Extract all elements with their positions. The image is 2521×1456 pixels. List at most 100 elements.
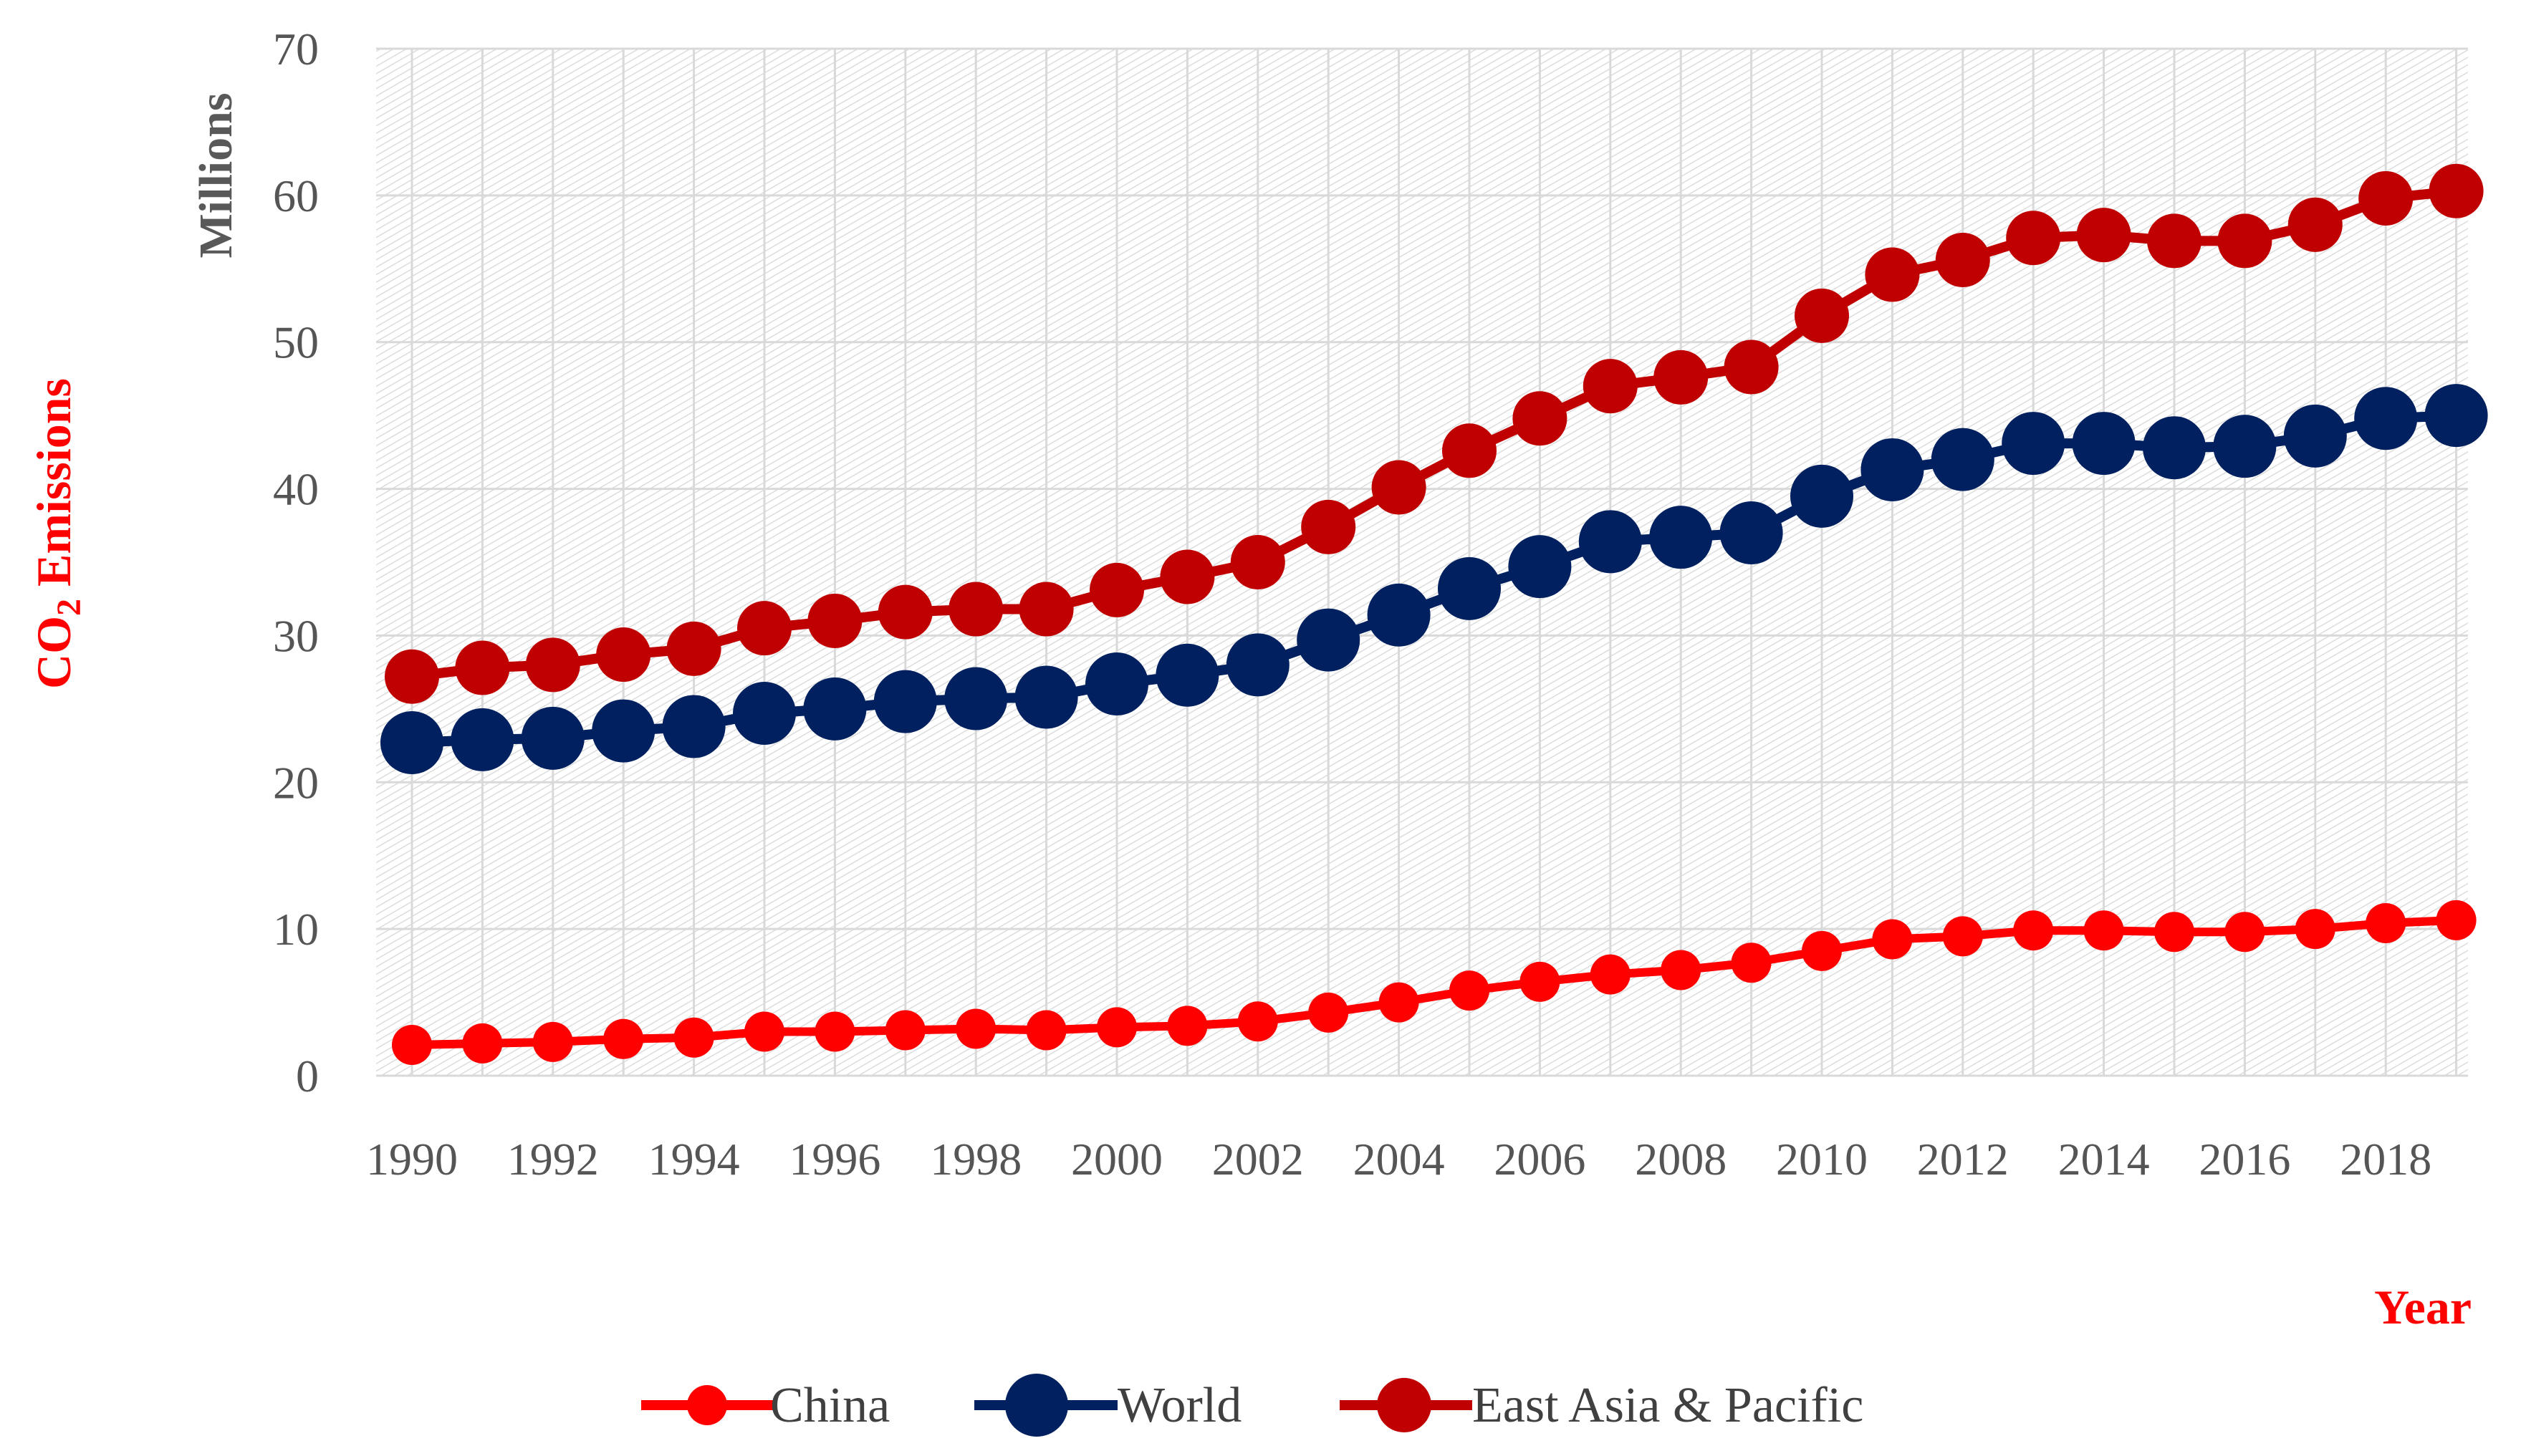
data-point bbox=[1449, 970, 1489, 1011]
data-point bbox=[2006, 211, 2061, 266]
x-tick-label: 2014 bbox=[2058, 1134, 2150, 1185]
data-point bbox=[1226, 633, 1290, 697]
data-point bbox=[1508, 535, 1572, 599]
data-point bbox=[737, 601, 792, 656]
data-point bbox=[2224, 912, 2265, 953]
x-tick-label: 2016 bbox=[2199, 1134, 2290, 1185]
data-point bbox=[2143, 416, 2206, 480]
data-point bbox=[1931, 428, 1994, 491]
data-point bbox=[2076, 208, 2131, 263]
data-point bbox=[1097, 1007, 1137, 1048]
data-point bbox=[1167, 1006, 1208, 1046]
data-point bbox=[525, 637, 580, 693]
x-tick-label: 2004 bbox=[1353, 1134, 1445, 1185]
y-tick-label: 30 bbox=[273, 610, 319, 661]
data-point bbox=[451, 708, 514, 771]
data-point bbox=[1308, 992, 1349, 1033]
data-point bbox=[1661, 950, 1701, 990]
data-point bbox=[1583, 359, 1638, 414]
data-point bbox=[532, 1021, 573, 1062]
legend-item: World bbox=[974, 1374, 1242, 1437]
data-point bbox=[2358, 170, 2414, 226]
data-point bbox=[1942, 916, 1983, 957]
data-point bbox=[1719, 501, 1783, 565]
data-point bbox=[1865, 247, 1920, 302]
data-point bbox=[2283, 404, 2347, 468]
data-point bbox=[944, 667, 1008, 731]
data-point bbox=[2002, 412, 2065, 476]
data-point bbox=[2429, 163, 2484, 218]
data-point bbox=[2287, 197, 2343, 252]
x-tick-label: 2010 bbox=[1776, 1134, 1868, 1185]
y-tick-label: 0 bbox=[296, 1051, 319, 1101]
data-point bbox=[380, 710, 443, 774]
data-point bbox=[1590, 954, 1631, 995]
data-point bbox=[1378, 982, 1419, 1023]
data-point bbox=[1649, 506, 1713, 569]
data-point bbox=[1872, 919, 1913, 960]
data-point bbox=[592, 699, 656, 763]
data-point bbox=[662, 695, 726, 758]
data-point bbox=[1237, 1001, 1278, 1042]
y-tick-label: 10 bbox=[273, 904, 319, 955]
legend-label: China bbox=[770, 1378, 890, 1433]
x-axis-label: Year bbox=[2374, 1280, 2472, 1334]
y-axis-label-rest: Emissions bbox=[27, 378, 81, 599]
legend-marker bbox=[687, 1385, 727, 1425]
data-point bbox=[873, 670, 937, 733]
y-tick-label: 40 bbox=[273, 464, 319, 515]
data-point bbox=[733, 682, 796, 746]
data-point bbox=[1026, 1010, 1067, 1051]
series-china bbox=[392, 900, 2477, 1065]
series-group bbox=[380, 163, 2488, 1065]
data-point bbox=[1230, 535, 1285, 589]
data-point bbox=[2436, 900, 2477, 940]
data-point bbox=[1014, 665, 1078, 729]
data-point bbox=[2213, 415, 2277, 478]
data-point bbox=[666, 621, 721, 676]
legend-marker bbox=[1005, 1374, 1068, 1437]
x-tick-label: 1990 bbox=[366, 1134, 458, 1185]
data-point bbox=[1512, 391, 1567, 446]
data-point bbox=[956, 1008, 997, 1049]
series-world bbox=[380, 384, 2488, 774]
x-tick-label: 2012 bbox=[1917, 1134, 2009, 1185]
data-point bbox=[1578, 510, 1642, 574]
data-point bbox=[603, 1018, 644, 1059]
data-point bbox=[815, 1011, 855, 1052]
legend-item: East Asia & Pacific bbox=[1340, 1378, 1863, 1433]
x-tick-label: 2002 bbox=[1212, 1134, 1304, 1185]
data-point bbox=[1519, 961, 1560, 1002]
data-point bbox=[1156, 643, 1219, 707]
data-point bbox=[1438, 556, 1501, 620]
x-tick-label: 1996 bbox=[789, 1134, 880, 1185]
data-point bbox=[2083, 910, 2124, 951]
legend-item: China bbox=[641, 1378, 890, 1433]
data-point bbox=[949, 582, 1004, 637]
data-point bbox=[2154, 912, 2194, 953]
y-axis-label: CO2 Emissions bbox=[27, 378, 88, 689]
y-tick-label: 20 bbox=[273, 757, 319, 808]
y-units-label: Millions bbox=[190, 92, 242, 258]
x-tick-label: 1992 bbox=[507, 1134, 599, 1185]
data-point bbox=[1019, 582, 1074, 637]
data-point bbox=[1731, 942, 1772, 983]
data-point bbox=[807, 593, 863, 648]
data-point bbox=[1367, 583, 1431, 647]
x-tick-label: 2018 bbox=[2340, 1134, 2431, 1185]
data-point bbox=[803, 677, 867, 741]
y-tick-label: 60 bbox=[273, 170, 319, 221]
data-point bbox=[2295, 909, 2335, 950]
data-point bbox=[1724, 339, 1779, 395]
data-point bbox=[1160, 549, 1215, 604]
data-point bbox=[2013, 910, 2054, 951]
data-point bbox=[744, 1011, 784, 1052]
y-axis-label-main: CO bbox=[27, 616, 81, 689]
legend-marker bbox=[1377, 1378, 1431, 1432]
data-point bbox=[596, 627, 651, 683]
data-point bbox=[385, 649, 439, 704]
data-point bbox=[1935, 232, 1990, 287]
data-point bbox=[673, 1017, 714, 1058]
legend-label: World bbox=[1118, 1378, 1242, 1433]
